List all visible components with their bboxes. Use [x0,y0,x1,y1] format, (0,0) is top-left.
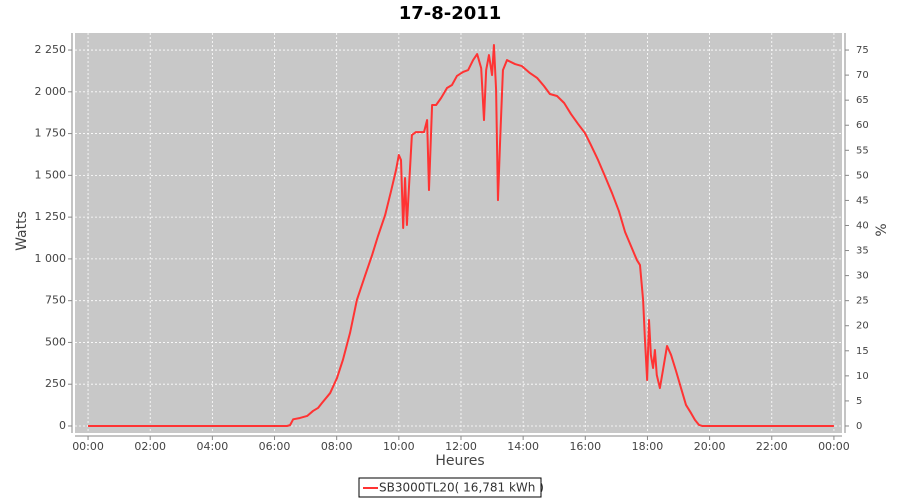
y-tick-label: 2 250 [35,43,67,56]
x-tick-label: 18:00 [632,440,664,453]
y2-tick-label: 50 [856,170,869,181]
y2-tick-label: 45 [856,195,869,206]
y2-tick-label: 35 [856,246,869,257]
y2-tick-label: 20 [856,321,869,332]
y2-tick-label: 30 [856,271,869,282]
y2-tick-label: 25 [856,296,869,307]
y2-tick-label: 40 [856,220,869,231]
legend-label: SB3000TL20( 16,781 kWh ) [379,481,544,495]
y-axis-label: Watts [14,211,30,251]
x-tick-label: 06:00 [259,440,291,453]
y2-tick-label: 15 [856,346,869,357]
x-tick-label: 14:00 [507,440,539,453]
x-tick-label: 02:00 [134,440,166,453]
legend-box [358,477,542,498]
x-tick-label: 12:00 [445,440,477,453]
x-axis-label: Heures [435,453,484,469]
x-tick-label: 10:00 [383,440,415,453]
x-tick-label: 16:00 [569,440,601,453]
plot-area [75,33,842,433]
y2-tick-label: 60 [856,120,869,131]
series-line [88,44,834,427]
y2-axis-label: % [874,223,890,236]
y-tick-label: 1 250 [35,210,67,223]
y2-tick-label: 10 [856,371,869,382]
x-tick-label: 20:00 [694,440,726,453]
y-tick-label: 1 500 [35,168,67,181]
chart-title: 17-8-2011 [399,3,502,24]
y2-tick-label: 65 [856,95,869,106]
y2-tick-label: 0 [856,421,862,432]
y-tick-label: 250 [45,377,66,390]
x-tick-label: 08:00 [321,440,353,453]
x-tick-label: 00:00 [72,440,104,453]
x-tick-label: 04:00 [197,440,229,453]
y-tick-label: 1 750 [35,127,67,140]
x-tick-label: 22:00 [756,440,788,453]
y2-tick-label: 55 [856,145,869,156]
x-tick-label: 00:00 [818,440,850,453]
y-tick-label: 500 [45,335,66,348]
y2-tick-label: 75 [856,45,869,56]
y-tick-label: 2 000 [35,85,67,98]
y-tick-label: 0 [59,419,66,432]
y2-tick-label: 70 [856,70,869,81]
y-tick-label: 1 000 [35,252,67,265]
y2-tick-label: 5 [856,396,862,407]
y-tick-label: 750 [45,294,66,307]
